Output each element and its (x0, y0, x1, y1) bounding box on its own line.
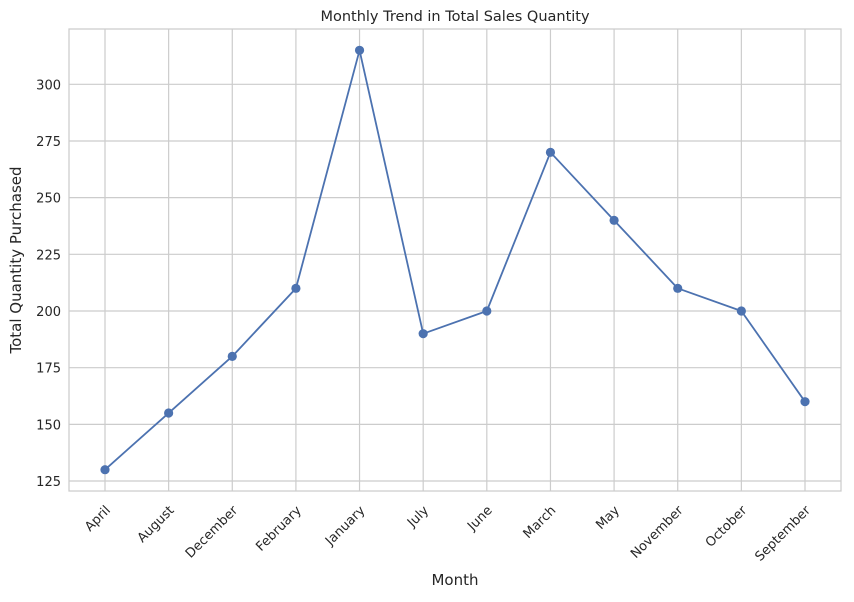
x-tick-label: August (135, 503, 178, 546)
data-point (609, 215, 619, 225)
x-tick-label: January (322, 503, 368, 549)
y-tick-labels: 125 150 175 200 225 250 275 300 (36, 78, 61, 490)
x-tick-label: March (521, 503, 560, 542)
x-tick-label: February (253, 503, 305, 555)
y-tick-label: 150 (36, 418, 61, 433)
x-tick-label: September (752, 503, 814, 565)
data-point (291, 283, 301, 293)
y-tick-label: 250 (36, 192, 61, 207)
series-line (104, 49, 806, 471)
data-point (227, 351, 237, 361)
series (100, 45, 810, 475)
data-point (418, 329, 428, 339)
y-tick-label: 175 (36, 362, 61, 377)
data-point (673, 283, 683, 293)
y-tick-label: 125 (36, 475, 61, 490)
x-tick-labels: April August December February January July Ju… (82, 503, 814, 565)
data-point (545, 147, 556, 157)
grid (69, 29, 841, 491)
y-tick-label: 225 (36, 248, 61, 263)
data-point (800, 397, 810, 407)
data-point (482, 306, 492, 316)
x-tick-label: July (404, 503, 432, 531)
data-point (736, 306, 746, 316)
x-tick-label: November (628, 503, 687, 562)
x-tick-label: October (703, 503, 751, 551)
y-axis-label: Total Quantity Purchased (7, 166, 25, 354)
chart-title: Monthly Trend in Total Sales Quantity (320, 9, 590, 25)
y-tick-label: 275 (36, 135, 61, 150)
data-point (354, 45, 365, 55)
plot-frame (68, 28, 842, 492)
x-tick-label: May (593, 503, 623, 533)
x-tick-label: December (183, 503, 242, 562)
x-axis-label: Month (431, 571, 478, 589)
y-tick-label: 200 (36, 305, 61, 320)
data-point (100, 465, 110, 475)
y-tick-label: 300 (36, 78, 61, 93)
x-tick-label: June (464, 503, 495, 534)
data-point (164, 408, 174, 418)
x-tick-label: April (82, 503, 114, 535)
